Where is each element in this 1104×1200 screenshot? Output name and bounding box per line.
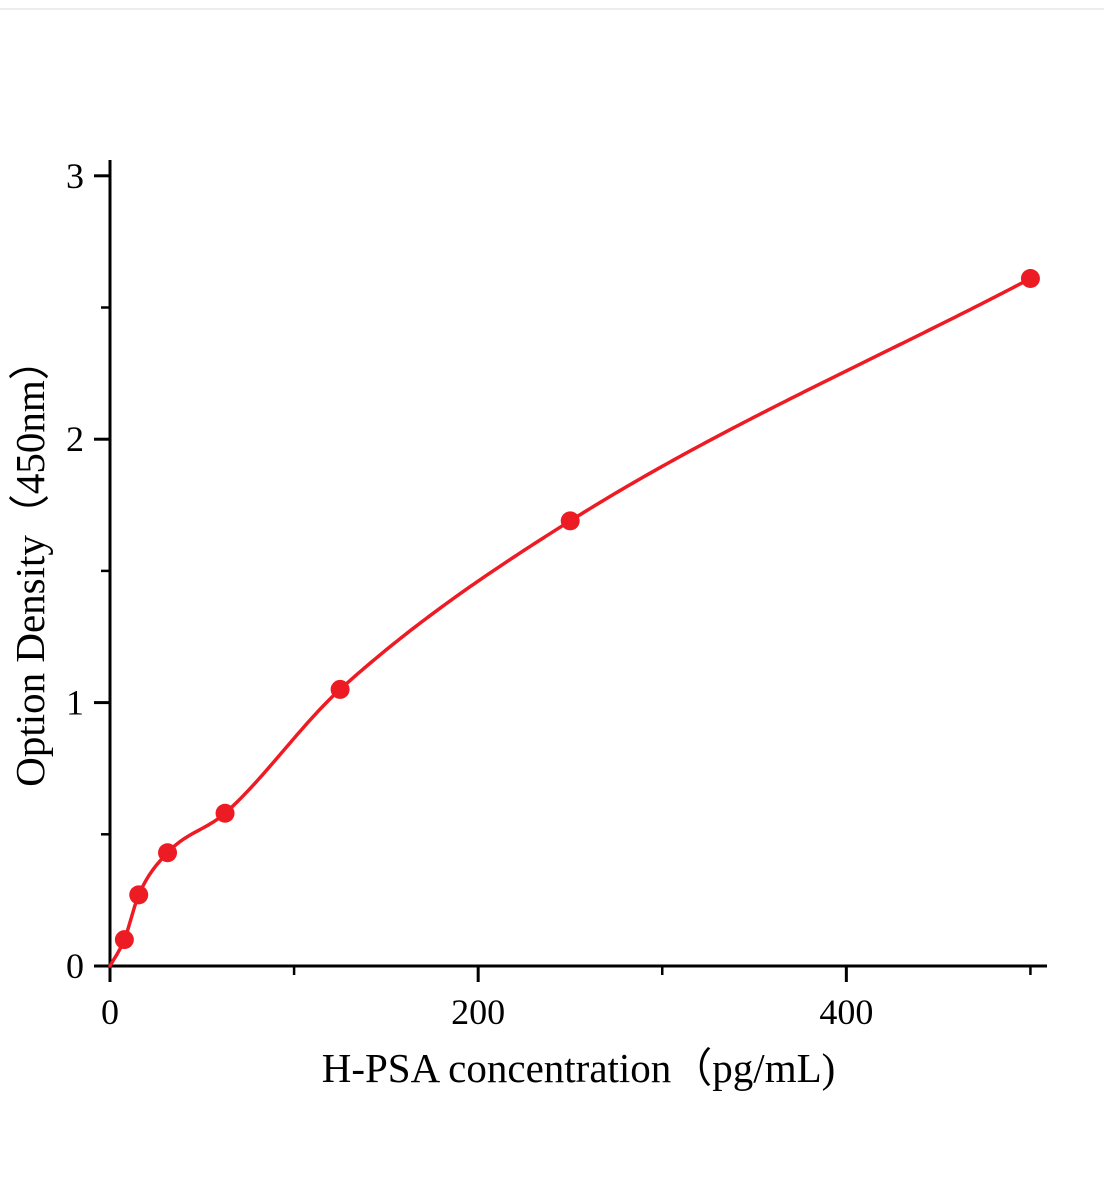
data-point [158, 843, 178, 863]
y-tick-label: 2 [66, 419, 84, 459]
x-tick-label: 0 [101, 992, 119, 1032]
fitted-curve [108, 276, 1033, 968]
data-point [129, 885, 149, 905]
data-point [114, 930, 134, 950]
data-point [1020, 269, 1040, 289]
data-point [215, 803, 235, 823]
x-tick-label: 200 [451, 992, 505, 1032]
y-tick-label: 1 [66, 683, 84, 723]
x-axis-label: H-PSA concentration（pg/mL) [322, 1045, 836, 1091]
y-tick-label: 3 [66, 156, 84, 196]
y-tick-label: 0 [66, 946, 84, 986]
x-tick-label: 400 [819, 992, 873, 1032]
data-point [560, 511, 580, 531]
data-point [330, 679, 350, 699]
y-axis-label: Option Density（450nm） [7, 339, 53, 787]
